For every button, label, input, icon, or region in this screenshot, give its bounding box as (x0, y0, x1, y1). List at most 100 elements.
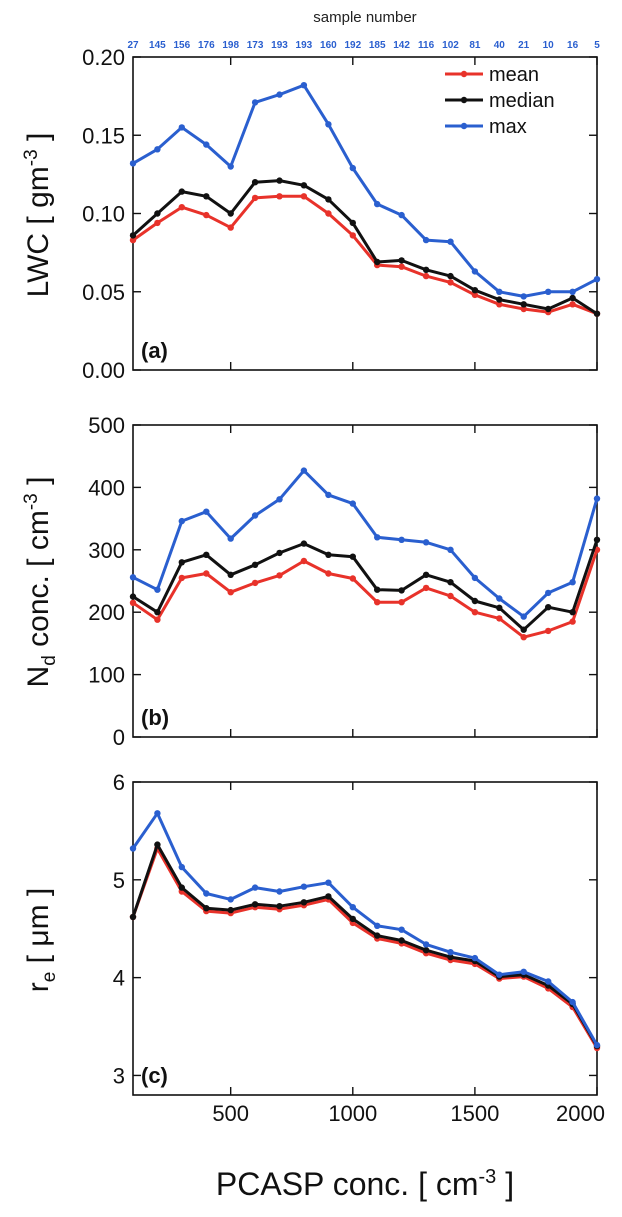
panel-a-ylabel: LWC [ gm-3 ] (21, 133, 55, 298)
sample-number-label: 185 (369, 40, 386, 51)
panel-b-median-point (374, 586, 381, 593)
panel-a-mean-point (251, 194, 259, 202)
panel-a-series-median-line (131, 179, 598, 315)
panel-a-ytick-label: 0.05 (82, 280, 125, 305)
panel-c-median-point (349, 915, 356, 923)
panel-a-median-point (325, 196, 332, 203)
panel-a-max-point (203, 141, 210, 148)
panel-a-median-point (154, 210, 161, 217)
panel-a-mean-point (496, 301, 503, 308)
panel-a-median-point (227, 210, 234, 217)
sample-number-label: 173 (247, 40, 264, 51)
panel-b-series-median-line (132, 539, 599, 632)
panel-b-max-point (203, 508, 210, 515)
panel-c-median-point (178, 884, 185, 891)
panel-b-median-point (251, 561, 259, 568)
panel-b-mean-point (129, 599, 137, 606)
panel-c-max-point (496, 971, 503, 978)
sample-number-label: 198 (222, 40, 239, 51)
panel-a-series-mean-line (132, 194, 598, 316)
sample-number-label: 116 (418, 40, 435, 51)
panel-b-median-point (203, 551, 210, 558)
panel-a-mean-point (178, 204, 185, 211)
sample-number-label: 40 (494, 40, 506, 51)
panel-c-max-point (251, 884, 259, 891)
panel-c-max-point (300, 883, 308, 890)
panel-c-max-point (129, 845, 137, 852)
panel-c-median-point (447, 953, 454, 961)
panel-a-mean-point (520, 305, 527, 313)
panel-a-median-point (349, 219, 356, 227)
panel-c-max-point (520, 968, 527, 975)
panel-b-max-point (374, 534, 381, 541)
panel-c-xtick-label: 500 (212, 1101, 249, 1126)
sample-number-label: 27 (127, 40, 139, 51)
panel-b-median-point (276, 549, 283, 557)
panel-c-max-point (178, 863, 185, 871)
panel-b-mean-point (203, 570, 210, 577)
sample-number-row: 27 145 156 176 198 173 193 193 160 192 185 142 116 10… (127, 40, 600, 51)
panel-c-max-point (276, 888, 283, 895)
panel-c-max-point (203, 890, 210, 897)
panel-a-median-point (545, 305, 552, 313)
panel-b-median-point (593, 536, 601, 543)
sample-number-label: 193 (271, 40, 288, 51)
panel-b-max-point (447, 546, 454, 553)
panel-a: 0.00 0.05 0.10 0.15 0.20 (a) mean median max (82, 45, 601, 383)
panel-b-label: (b) (141, 705, 169, 730)
panel-c-median-point (300, 899, 308, 906)
panel-a-median-point (178, 188, 185, 195)
panel-c-series-median-line (131, 843, 599, 1047)
panel-c-median-point (227, 906, 234, 914)
panel-b-mean-point (349, 575, 356, 582)
panel-a-median-point (129, 232, 137, 239)
panel-b-mean-point (569, 618, 576, 625)
panel-b-max-point (496, 595, 503, 602)
x-axis-label: PCASP conc. [ cm-3 ] (216, 1166, 514, 1202)
panel-c-median-point (203, 905, 210, 912)
panel-b-max-point (325, 491, 332, 499)
panel-a-median-point (300, 182, 308, 189)
panel-a-max-point (349, 164, 356, 172)
panel-a-max-point (422, 236, 430, 244)
panel-a-ytick-label: 0.15 (82, 123, 125, 148)
panel-b-median-point (471, 597, 479, 605)
panel-b-max-point (398, 536, 405, 543)
panel-b-median-point (545, 604, 552, 611)
panel-b-max-point (349, 500, 356, 507)
panel-b-mean-point (276, 572, 283, 579)
panel-c-xtick-label: 2000 (556, 1101, 605, 1126)
panel-b-mean-point (496, 615, 503, 622)
panel-a-ytick-label: 0.00 (82, 358, 125, 383)
panel-a-median-point (398, 257, 405, 264)
panel-b-median-point (398, 587, 405, 594)
panel-c-median-point (276, 903, 283, 910)
panel-a-mean-point (129, 236, 137, 244)
panel-b-max-point (422, 539, 430, 546)
sample-number-label: 142 (393, 40, 410, 51)
panel-b-mean-point (178, 574, 185, 582)
panel-b-median-point (227, 571, 234, 578)
panel-b-median-point (422, 571, 430, 578)
sample-number-label: 5 (594, 40, 600, 51)
panel-c-median-point (422, 947, 430, 954)
panel-b-median-point (447, 579, 454, 586)
sample-number-label: 16 (567, 40, 579, 51)
panel-a-median-point (276, 177, 283, 184)
panel-b-mean-point (374, 599, 381, 606)
panel-b-mean-point (398, 599, 405, 606)
panel-c-max-point (154, 810, 161, 817)
panel-c-max-point (325, 879, 332, 886)
panel-a-max-point (227, 163, 234, 170)
panel-a-median-point (447, 272, 454, 280)
panel-b-median-point (349, 553, 356, 560)
sample-number-label: 21 (518, 40, 530, 51)
panel-a-median-point (569, 294, 576, 302)
panel-c-max-point (422, 941, 430, 948)
panel-b-mean-point (300, 557, 308, 565)
panel-b-max-point (300, 467, 308, 474)
panel-a-max-point (593, 276, 601, 283)
panel-b-series-max-line (132, 469, 599, 619)
panel-c-median-point (374, 932, 381, 939)
